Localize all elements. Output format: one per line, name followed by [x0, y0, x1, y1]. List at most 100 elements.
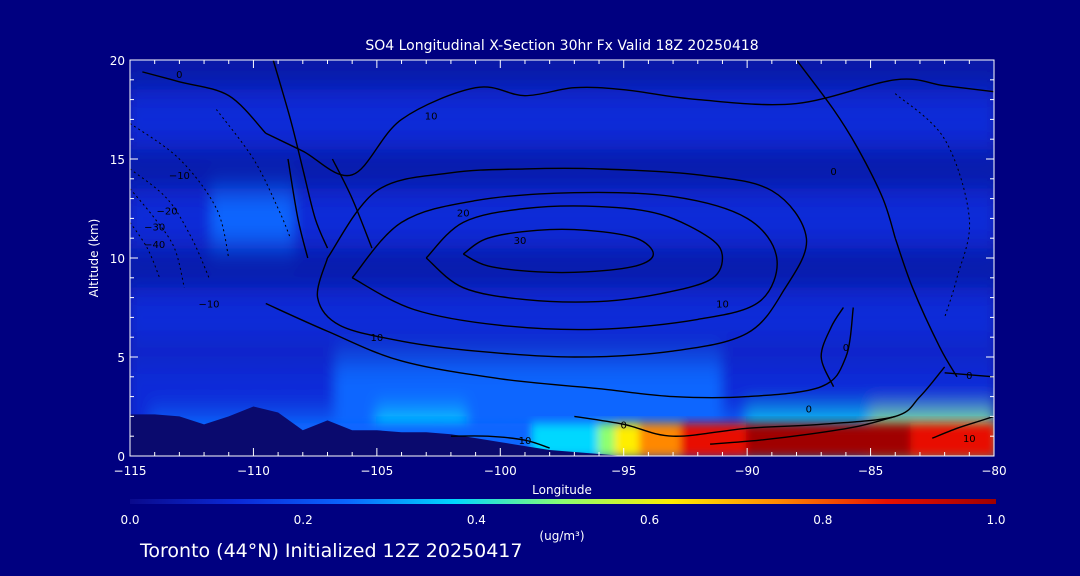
dashed-contour-line: [130, 122, 230, 259]
negative-contours: [130, 93, 971, 318]
positive-contours: [142, 60, 994, 449]
field-cell: [565, 423, 584, 456]
field-cell: [367, 356, 403, 417]
field-cell: [252, 188, 296, 249]
field-cell: [499, 356, 518, 417]
field-cell: [828, 356, 851, 417]
contour-label: 20: [457, 208, 470, 219]
contour-line: [425, 205, 724, 303]
field-cell: [927, 423, 946, 456]
y-tick-label: 10: [110, 252, 125, 266]
field-cell: [334, 188, 378, 249]
field-cell: [894, 423, 913, 456]
contour-line: [287, 158, 309, 259]
field-cell: [787, 356, 810, 417]
field-cell: [622, 188, 666, 249]
field-cell: [548, 423, 568, 456]
field-cell: [890, 356, 913, 417]
field-cell: [960, 423, 971, 456]
field-cell: [499, 188, 543, 249]
field-cell: [606, 423, 617, 456]
field-cell: [273, 356, 304, 417]
colorbar-unit-label: (ug/m³): [539, 529, 584, 543]
contour-label: 0: [966, 371, 972, 382]
field-cell: [828, 188, 872, 249]
field-cell: [647, 356, 675, 417]
field-cell: [787, 287, 831, 348]
field-cell: [466, 356, 502, 417]
field-cell: [499, 287, 543, 348]
contour-line: [710, 415, 896, 445]
contour-line: [272, 60, 329, 249]
field-cell: [499, 89, 584, 150]
field-cell: [943, 423, 954, 456]
dashed-contour-line: [130, 168, 210, 278]
field-cell: [130, 287, 173, 348]
field-cell: [766, 356, 790, 417]
field-cell: [211, 188, 234, 249]
contour-line: [351, 191, 778, 331]
field-cell: [910, 423, 930, 456]
concentration-band: [130, 89, 994, 150]
field-cell: [639, 423, 650, 456]
field-cell: [252, 287, 296, 348]
colorbar-tick-label: 0.6: [640, 513, 659, 527]
dashed-contour-line: [215, 109, 291, 239]
field-cell: [622, 423, 633, 456]
contour-line: [795, 60, 896, 239]
field-cell: [968, 423, 979, 456]
field-cell: [540, 188, 584, 249]
x-tick-label: −100: [484, 464, 517, 478]
colorbar-tick-label: 0.0: [120, 513, 139, 527]
contour-label: 30: [514, 236, 527, 247]
field-cell: [890, 287, 913, 348]
field-cell: [532, 423, 551, 456]
colorbar-tick-label: 0.4: [467, 513, 486, 527]
field-cell: [705, 188, 749, 249]
x-tick-label: −105: [360, 464, 393, 478]
field-cell: [130, 356, 160, 417]
x-tick-label: −90: [734, 464, 759, 478]
field-cell: [581, 89, 666, 150]
contour-label: −10: [198, 300, 219, 311]
field-cell: [598, 356, 625, 417]
field-cell: [807, 356, 831, 417]
field-cell: [581, 423, 601, 456]
contour-labels: −10 −20 −30 −40 −10 0 10 20 30 10 10 0 0 0 0 0 10 10: [144, 70, 976, 447]
contour-line: [894, 237, 958, 378]
field-cell: [787, 188, 831, 249]
field-cell: [910, 356, 934, 417]
x-axis-label: Longitude: [532, 483, 592, 497]
field-cell: [149, 188, 173, 249]
field-cell: [729, 423, 749, 456]
field-cell: [170, 188, 193, 249]
field-cell: [910, 89, 994, 150]
field-cell: [849, 356, 872, 417]
contour-line: [142, 71, 267, 134]
field-cell: [746, 287, 790, 348]
field-cell: [844, 423, 864, 456]
contour-label: 0: [806, 404, 812, 415]
field-cell: [301, 356, 337, 417]
contour-line: [932, 415, 994, 439]
contour-label: 10: [370, 333, 383, 344]
field-cell: [869, 287, 893, 348]
field-cell: [630, 423, 642, 456]
contour-line: [820, 307, 845, 387]
x-tick-label: −85: [858, 464, 883, 478]
field-cell: [130, 188, 152, 249]
field-cell: [663, 188, 707, 249]
field-cell: [540, 287, 584, 348]
contour-label: 10: [963, 434, 976, 445]
colorbar-strip: [130, 499, 996, 504]
contour-label: 0: [843, 343, 849, 354]
field-cell: [696, 423, 716, 456]
field-cell: [314, 89, 378, 150]
field-cell: [951, 287, 975, 348]
dashed-contour-line: [130, 222, 161, 278]
y-tick-label: 0: [117, 450, 125, 464]
y-tick-label: 15: [110, 153, 125, 167]
field-cell: [532, 356, 551, 417]
field-cell: [581, 188, 625, 249]
